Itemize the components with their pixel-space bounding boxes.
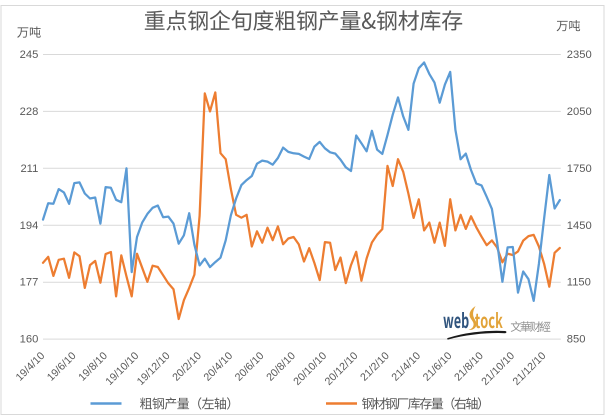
svg-text:211: 211 bbox=[20, 163, 38, 175]
svg-text:1450: 1450 bbox=[567, 220, 592, 232]
svg-text:160: 160 bbox=[20, 334, 39, 346]
svg-text:228: 228 bbox=[20, 106, 39, 118]
svg-text:1750: 1750 bbox=[567, 163, 592, 175]
svg-text:177: 177 bbox=[20, 277, 39, 289]
svg-text:1150: 1150 bbox=[567, 277, 591, 289]
svg-text:245: 245 bbox=[20, 49, 39, 61]
svg-text:850: 850 bbox=[567, 334, 586, 346]
svg-text:2350: 2350 bbox=[567, 49, 592, 61]
svg-text:194: 194 bbox=[20, 220, 39, 232]
svg-text:2050: 2050 bbox=[567, 106, 592, 118]
